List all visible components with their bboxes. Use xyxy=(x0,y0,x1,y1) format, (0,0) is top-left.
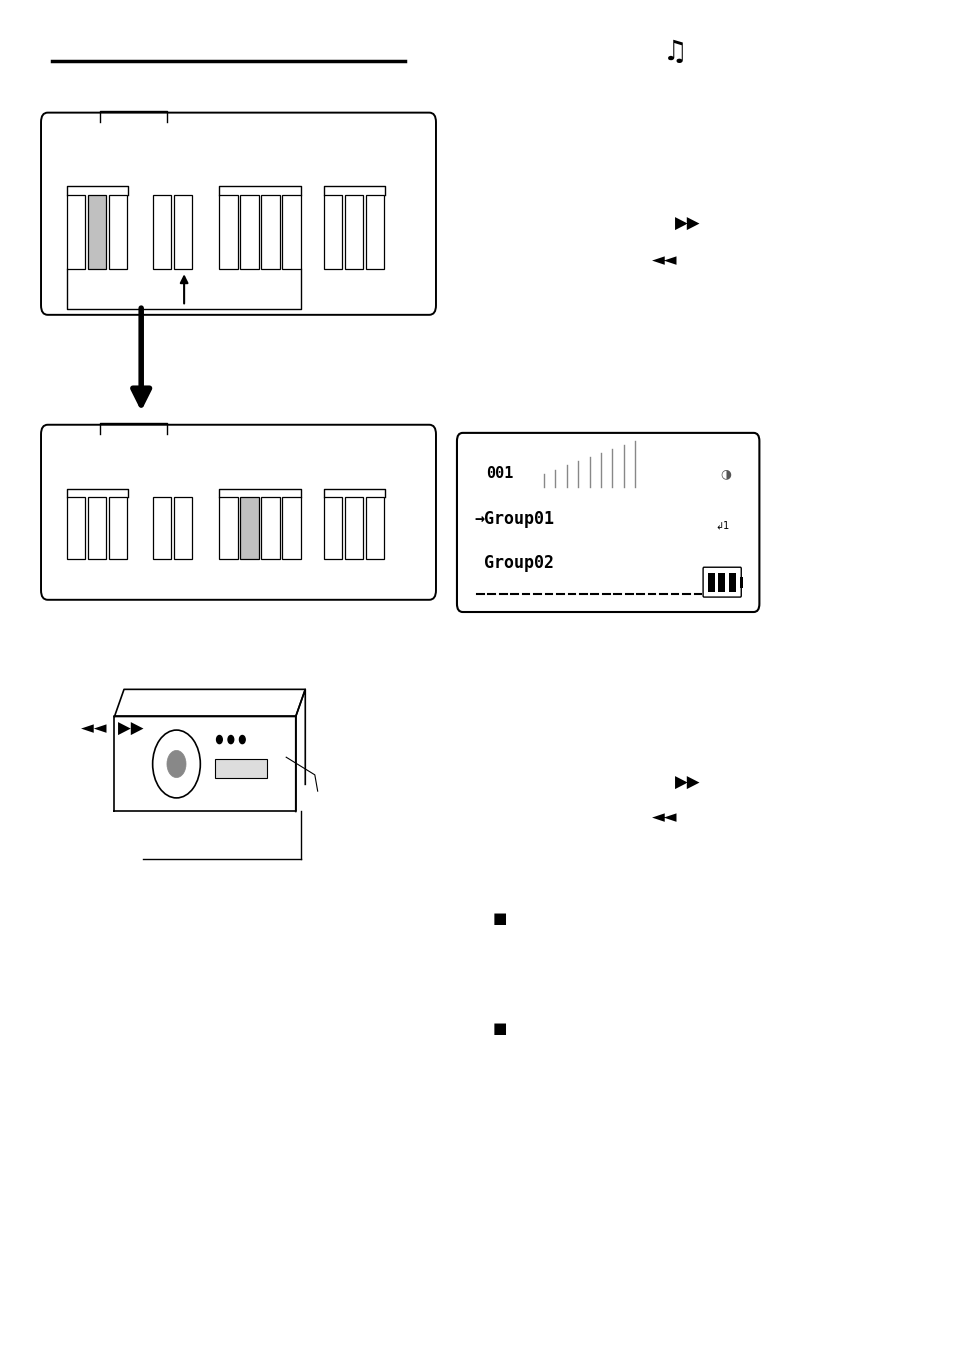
Text: ◄◄  ▶▶: ◄◄ ▶▶ xyxy=(81,719,144,738)
Bar xyxy=(219,497,237,559)
Bar xyxy=(261,497,279,559)
Text: ▶▶: ▶▶ xyxy=(675,773,700,792)
Bar xyxy=(345,195,363,269)
Bar xyxy=(88,195,106,269)
Bar xyxy=(345,497,363,559)
Circle shape xyxy=(167,750,186,778)
Text: ▶▶: ▶▶ xyxy=(675,214,700,233)
Bar xyxy=(261,195,279,269)
Bar xyxy=(88,497,106,559)
Bar xyxy=(240,497,258,559)
Bar xyxy=(152,497,171,559)
Bar xyxy=(152,195,171,269)
Bar xyxy=(109,195,127,269)
Text: →Group01: →Group01 xyxy=(474,510,554,528)
Bar xyxy=(240,195,258,269)
Text: ◄◄: ◄◄ xyxy=(651,251,677,270)
Bar xyxy=(740,577,742,588)
Text: ↲1: ↲1 xyxy=(715,521,729,531)
Text: 001: 001 xyxy=(486,465,514,482)
Bar xyxy=(282,497,300,559)
Bar xyxy=(173,497,192,559)
Bar xyxy=(728,573,735,592)
Text: ◄◄: ◄◄ xyxy=(651,807,677,826)
Text: ◑: ◑ xyxy=(720,467,730,480)
Bar xyxy=(67,195,85,269)
Bar xyxy=(282,195,300,269)
Text: ■: ■ xyxy=(492,1020,506,1037)
Bar xyxy=(109,497,127,559)
FancyBboxPatch shape xyxy=(702,567,740,597)
Text: ■: ■ xyxy=(492,911,506,927)
Bar xyxy=(214,759,267,778)
Bar xyxy=(366,497,384,559)
Text: Group02: Group02 xyxy=(483,554,553,573)
Bar xyxy=(366,195,384,269)
Bar xyxy=(173,195,192,269)
Bar xyxy=(324,195,342,269)
Text: ♫: ♫ xyxy=(662,38,687,65)
FancyBboxPatch shape xyxy=(41,425,436,600)
Circle shape xyxy=(239,735,245,744)
Bar xyxy=(67,497,85,559)
FancyBboxPatch shape xyxy=(41,113,436,315)
Bar xyxy=(718,573,724,592)
Circle shape xyxy=(228,735,233,744)
Bar xyxy=(219,195,237,269)
Bar xyxy=(707,573,714,592)
FancyBboxPatch shape xyxy=(456,433,759,612)
Bar xyxy=(324,497,342,559)
Circle shape xyxy=(216,735,222,744)
